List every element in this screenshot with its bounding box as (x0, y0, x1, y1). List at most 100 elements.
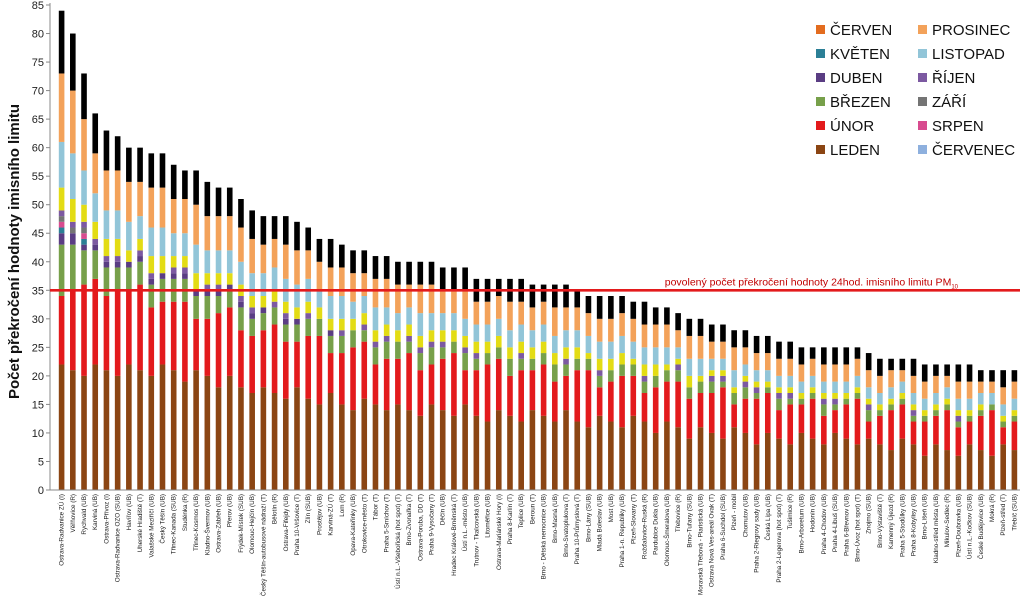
bar-segment (249, 238, 255, 274)
bar-segment (383, 341, 390, 359)
bar-segment (989, 381, 995, 393)
bar-segment (742, 330, 749, 348)
bar-segment (193, 170, 199, 205)
bar-segment (921, 415, 928, 422)
bar-segment (619, 296, 625, 314)
bar-segment (182, 381, 188, 490)
bar-segment (406, 353, 412, 411)
x-category-label: Brno-Arboretum (UB) (798, 494, 805, 554)
bar-segment (787, 444, 794, 490)
bar-segment (641, 324, 648, 348)
x-category-label: Ústí n.L.-Všebořická (hot spot) (T) (393, 494, 402, 589)
x-category-label: Plzeň - mobil (731, 494, 738, 530)
bar-segment (238, 227, 244, 262)
bar-segment (159, 301, 166, 365)
bar-segment (339, 330, 345, 336)
bar-segment (888, 398, 894, 405)
bar-segment (148, 273, 155, 279)
bar-segment (574, 370, 581, 422)
bar-segment (507, 301, 513, 331)
x-category-label: Kladno-střed města (UB) (933, 494, 940, 563)
bar-segment (395, 341, 401, 359)
bar-segment (484, 353, 491, 365)
x-category-label: Karviná (UB) (92, 494, 99, 530)
bar-segment (966, 398, 973, 411)
bar-segment (238, 307, 244, 331)
bar-segment (215, 284, 222, 291)
bar-segment (720, 370, 726, 376)
legend-label: DUBEN (830, 70, 883, 87)
bar-segment (552, 381, 558, 422)
bar-segment (182, 273, 188, 279)
bar-segment (832, 398, 838, 405)
y-tick-label: 35 (32, 285, 44, 297)
bar-segment (58, 73, 65, 142)
bar-segment (563, 330, 569, 348)
bar-segment (137, 284, 143, 371)
bar-segment (675, 330, 681, 348)
bar-segment (316, 238, 323, 262)
bar-segment (350, 318, 356, 331)
bar-segment (742, 375, 749, 382)
bar-segment (821, 444, 827, 490)
bar-segment (776, 387, 782, 393)
bar-segment (439, 330, 446, 342)
x-category-label: Třebovice (R) (675, 494, 682, 532)
x-category-label: Most (UB) (608, 494, 615, 522)
bar-segment (540, 341, 547, 354)
legend-label: KVĚTEN (830, 46, 890, 63)
x-category-label: Ostrava-Radvanice OZO (SUB) (115, 494, 122, 582)
bar-segment (977, 370, 984, 382)
bar-segment (81, 227, 87, 234)
bar-segment (989, 393, 995, 405)
bar-segment (126, 221, 132, 251)
bar-segment (204, 273, 211, 285)
legend-swatch (816, 121, 825, 130)
bar-segment (294, 284, 300, 308)
x-category-label: Věřňovice (R) (70, 494, 77, 533)
bar-segment (798, 381, 805, 393)
limit-line-label: povolený počet překročení hodnoty 24hod.… (665, 276, 959, 290)
bar-segment (798, 393, 805, 399)
x-category-label: Ostrava-Mariánské Hory (I) (496, 494, 503, 570)
bar-segment (966, 410, 973, 416)
bar-segment (686, 438, 693, 490)
legend-swatch (918, 97, 927, 106)
bar-segment (854, 444, 861, 490)
bar-segment (708, 370, 715, 376)
x-category-label: Ústí n.L.-Kočkov (SUB) (965, 494, 974, 559)
x-category-label: Praha 8-Kobylisy (UB) (911, 494, 918, 556)
bar-segment (484, 421, 491, 490)
bar-segment (563, 347, 569, 359)
bar-segment (114, 210, 121, 239)
bar-segment (305, 398, 312, 490)
x-category-label: České Budějovice (UB) (976, 494, 985, 559)
bar-segment (966, 364, 973, 382)
bar-segment (327, 296, 334, 319)
bar-segment (899, 381, 906, 393)
x-category-label: Brno-Líšeň (UB) (922, 494, 929, 540)
bar-segment (70, 221, 76, 228)
x-category-label: Pardubice Dukla (UB) (653, 494, 660, 555)
bar-segment (58, 216, 65, 222)
bar-segment (316, 290, 323, 308)
bar-segment (92, 244, 99, 251)
x-category-label: Praha 6-Břevnov (UB) (843, 494, 850, 556)
bar-segment (294, 341, 300, 388)
bar-segment (955, 455, 962, 490)
bar-segment (540, 301, 547, 325)
bar-segment (921, 364, 928, 382)
bar-segment (103, 267, 110, 296)
bar-segment (708, 432, 715, 490)
bar-segment (395, 330, 401, 342)
x-category-label: Havířov (UB) (126, 494, 133, 530)
bar-segment (114, 267, 121, 291)
bar-segment (821, 398, 827, 405)
bar-segment (686, 358, 693, 376)
bar-segment (1000, 427, 1006, 445)
x-category-label: Frýdek-Místek (SUB) (238, 494, 245, 553)
x-category-label: Ostrava Nová Ves-areál Ovak (T) (709, 494, 716, 587)
bar-segment (193, 204, 199, 245)
bar-segment (518, 421, 524, 490)
bar-segment (81, 170, 87, 205)
